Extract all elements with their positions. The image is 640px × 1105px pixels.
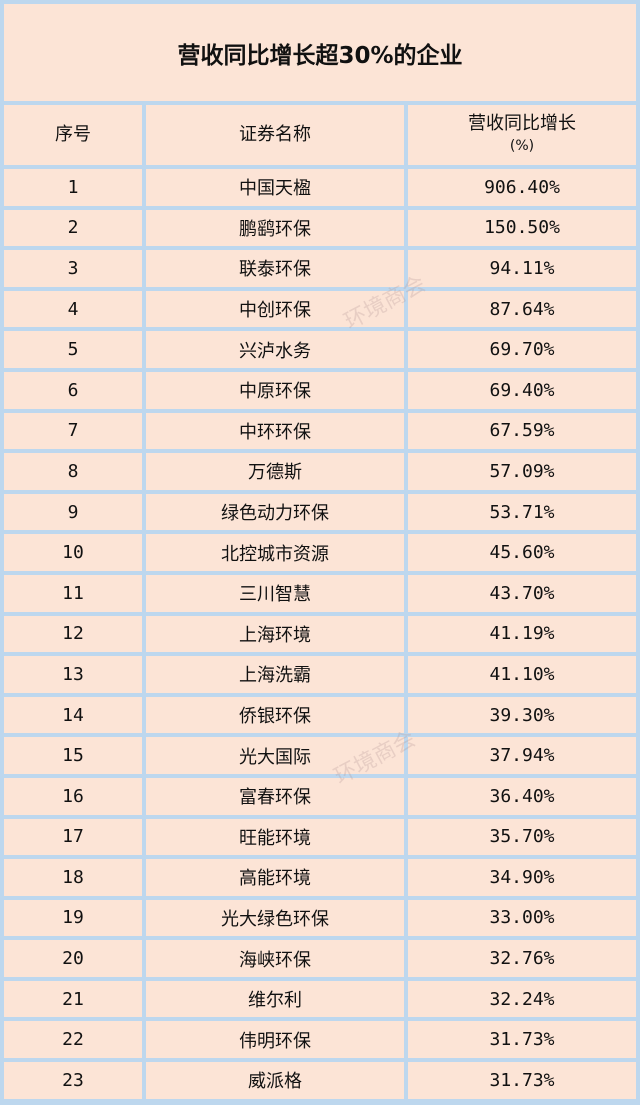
table-row: 13 上海洗霸 41.10% [4, 656, 636, 693]
table-row: 19 光大绿色环保 33.00% [4, 899, 636, 937]
row-name: 北控城市资源 [146, 534, 404, 571]
row-name: 上海环境 [146, 615, 404, 653]
row-index: 7 [4, 412, 142, 450]
row-growth: 39.30% [408, 696, 636, 734]
row-name: 中原环保 [146, 371, 404, 409]
row-name: 海峡环保 [146, 940, 404, 977]
row-name: 中环环保 [146, 412, 404, 450]
row-index: 20 [4, 940, 142, 977]
row-name: 光大绿色环保 [146, 899, 404, 937]
row-growth: 36.40% [408, 777, 636, 815]
row-growth: 67.59% [408, 412, 636, 450]
row-index: 14 [4, 696, 142, 734]
row-growth: 53.71% [408, 493, 636, 531]
header-growth: 营收同比增长 (%) [408, 105, 636, 165]
row-growth: 906.40% [408, 169, 636, 206]
table-row: 23 威派格 31.73% [4, 1062, 636, 1099]
row-name: 高能环境 [146, 859, 404, 896]
row-index: 23 [4, 1062, 142, 1099]
row-index: 12 [4, 615, 142, 653]
row-growth: 43.70% [408, 574, 636, 612]
row-name: 中创环保 [146, 290, 404, 328]
table-row: 5 兴泸水务 69.70% [4, 331, 636, 368]
table-row: 6 中原环保 69.40% [4, 371, 636, 409]
row-growth: 45.60% [408, 534, 636, 571]
table-row: 20 海峡环保 32.76% [4, 940, 636, 977]
table-row: 4 中创环保 87.64% [4, 290, 636, 328]
table-row: 22 伟明环保 31.73% [4, 1021, 636, 1059]
row-growth: 34.90% [408, 859, 636, 896]
row-index: 17 [4, 818, 142, 856]
table-row: 18 高能环境 34.90% [4, 859, 636, 896]
header-name: 证券名称 [146, 105, 404, 165]
row-index: 2 [4, 209, 142, 247]
row-name: 维尔利 [146, 980, 404, 1018]
row-index: 16 [4, 777, 142, 815]
row-growth: 32.76% [408, 940, 636, 977]
row-name: 鹏鹞环保 [146, 209, 404, 247]
row-growth: 41.10% [408, 656, 636, 693]
header-growth-label: 营收同比增长 [468, 113, 576, 134]
row-growth: 31.73% [408, 1062, 636, 1099]
row-name: 光大国际 [146, 737, 404, 774]
row-growth: 150.50% [408, 209, 636, 247]
row-name: 联泰环保 [146, 250, 404, 287]
row-index: 1 [4, 169, 142, 206]
row-growth: 57.09% [408, 453, 636, 490]
table-row: 11 三川智慧 43.70% [4, 574, 636, 612]
row-index: 22 [4, 1021, 142, 1059]
row-name: 伟明环保 [146, 1021, 404, 1059]
row-growth: 32.24% [408, 980, 636, 1018]
row-name: 三川智慧 [146, 574, 404, 612]
table-title: 营收同比增长超30%的企业 [4, 4, 636, 101]
row-growth: 37.94% [408, 737, 636, 774]
row-growth: 87.64% [408, 290, 636, 328]
row-index: 19 [4, 899, 142, 937]
row-growth: 69.70% [408, 331, 636, 368]
header-index: 序号 [4, 105, 142, 165]
row-growth: 33.00% [408, 899, 636, 937]
table-row: 12 上海环境 41.19% [4, 615, 636, 653]
row-name: 上海洗霸 [146, 656, 404, 693]
row-growth: 41.19% [408, 615, 636, 653]
row-index: 8 [4, 453, 142, 490]
row-name: 中国天楹 [146, 169, 404, 206]
table-row: 16 富春环保 36.40% [4, 777, 636, 815]
row-index: 11 [4, 574, 142, 612]
row-name: 威派格 [146, 1062, 404, 1099]
row-name: 万德斯 [146, 453, 404, 490]
row-index: 6 [4, 371, 142, 409]
row-growth: 31.73% [408, 1021, 636, 1059]
row-index: 21 [4, 980, 142, 1018]
row-name: 旺能环境 [146, 818, 404, 856]
header-growth-unit: (%) [509, 138, 535, 154]
row-growth: 35.70% [408, 818, 636, 856]
row-growth: 69.40% [408, 371, 636, 409]
table-row: 10 北控城市资源 45.60% [4, 534, 636, 571]
row-name: 侨银环保 [146, 696, 404, 734]
table-row: 2 鹏鹞环保 150.50% [4, 209, 636, 247]
row-name: 兴泸水务 [146, 331, 404, 368]
table-row: 14 侨银环保 39.30% [4, 696, 636, 734]
table-row: 21 维尔利 32.24% [4, 980, 636, 1018]
row-index: 3 [4, 250, 142, 287]
row-index: 9 [4, 493, 142, 531]
row-name: 绿色动力环保 [146, 493, 404, 531]
row-index: 10 [4, 534, 142, 571]
table-row: 3 联泰环保 94.11% [4, 250, 636, 287]
row-index: 18 [4, 859, 142, 896]
table-row: 17 旺能环境 35.70% [4, 818, 636, 856]
row-index: 5 [4, 331, 142, 368]
table-row: 15 光大国际 37.94% [4, 737, 636, 774]
table-row: 7 中环环保 67.59% [4, 412, 636, 450]
row-index: 15 [4, 737, 142, 774]
row-name: 富春环保 [146, 777, 404, 815]
table-row: 9 绿色动力环保 53.71% [4, 493, 636, 531]
row-index: 13 [4, 656, 142, 693]
row-growth: 94.11% [408, 250, 636, 287]
table-row: 1 中国天楹 906.40% [4, 169, 636, 206]
row-index: 4 [4, 290, 142, 328]
table-row: 8 万德斯 57.09% [4, 453, 636, 490]
